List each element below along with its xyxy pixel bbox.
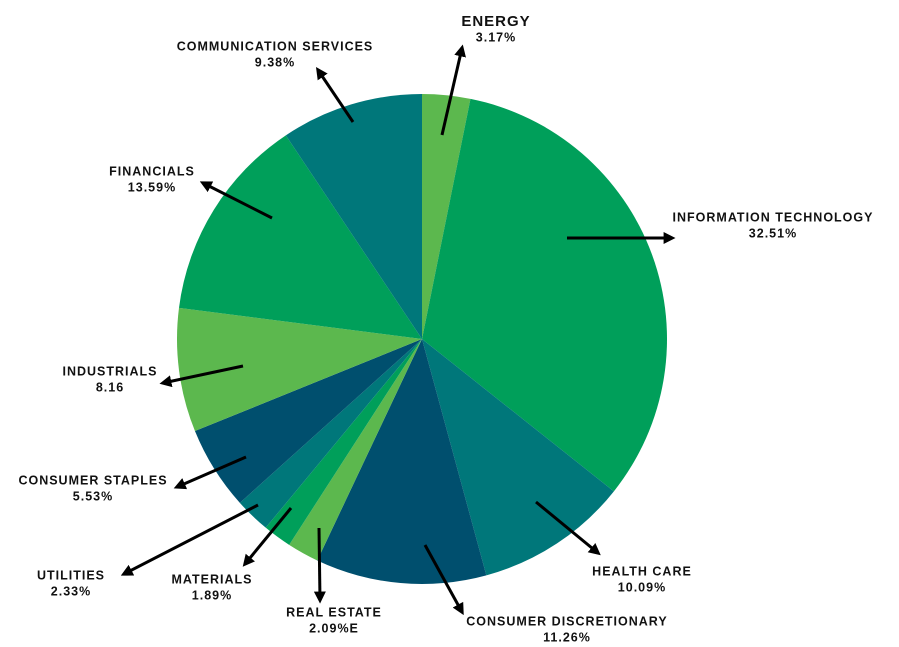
pie-slice <box>422 98 667 492</box>
category-label: INFORMATION TECHNOLOGY <box>673 210 874 224</box>
category-label: COMMUNICATION SERVICES <box>177 39 374 53</box>
value-label: 32.51% <box>749 226 797 240</box>
value-label: 13.59% <box>128 180 176 194</box>
category-label: INDUSTRIALS <box>62 364 157 378</box>
pie-slice <box>176 307 422 432</box>
pie-slice <box>317 339 487 584</box>
category-label: FINANCIALS <box>109 164 195 178</box>
pie-slice <box>178 135 422 339</box>
category-label: REAL ESTATE <box>286 605 382 619</box>
category-label: MATERIALS <box>172 572 253 586</box>
pie-slice <box>194 339 422 503</box>
leader-arrow <box>159 364 244 388</box>
value-label: 8.16 <box>96 380 124 394</box>
pie-slice <box>422 339 614 576</box>
category-label: CONSUMER DISCRETIONARY <box>466 614 667 628</box>
leader-arrow <box>423 544 464 616</box>
category-label: UTILITIES <box>37 568 105 582</box>
pie-slice <box>422 94 471 339</box>
leader-arrow <box>242 507 293 567</box>
value-label: 11.26% <box>543 630 591 644</box>
leader-arrow <box>199 181 273 220</box>
value-label: 1.89% <box>192 588 232 602</box>
leader-arrow <box>315 67 355 123</box>
pie-slice <box>239 339 422 528</box>
value-label: 9.38% <box>255 55 295 69</box>
leader-arrow <box>173 455 247 490</box>
leader-arrow <box>535 500 601 556</box>
value-label: 2.33% <box>51 584 91 598</box>
value-label: 2.09%E <box>309 621 359 635</box>
leader-arrow <box>440 44 466 136</box>
value-label: 10.09% <box>618 580 666 594</box>
category-label: HEALTH CARE <box>592 564 692 578</box>
pie-slice <box>289 339 422 561</box>
category-label: CONSUMER STAPLES <box>18 473 167 487</box>
leader-arrow <box>120 503 259 576</box>
value-label: 3.17% <box>476 30 516 44</box>
category-label: ENERGY <box>461 13 530 30</box>
pie-slice <box>265 339 422 545</box>
pie-slice <box>285 94 422 339</box>
leader-arrow <box>313 527 326 604</box>
value-label: 5.53% <box>73 489 113 503</box>
